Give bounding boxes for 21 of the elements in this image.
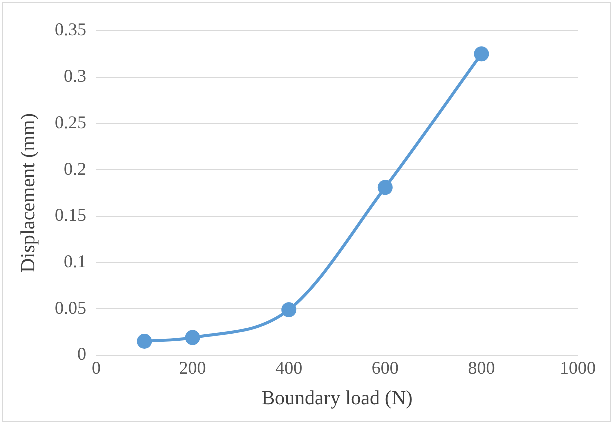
y-tick-label: 0.15 (55, 205, 86, 226)
y-tick-label: 0.3 (64, 66, 86, 86)
x-axis-title: Boundary load (N) (262, 387, 413, 410)
y-tick-label: 0.35 (55, 20, 86, 40)
point (282, 302, 297, 318)
point (185, 330, 200, 346)
x-tick-label: 1000 (560, 358, 596, 378)
point (137, 334, 152, 349)
x-tick-label: 800 (468, 358, 496, 378)
x-tick-label: 600 (372, 358, 399, 378)
y-tick-label: 0.1 (64, 251, 86, 272)
y-axis-title: Displacement (mm) (17, 113, 40, 273)
y-tick-label: 0.25 (55, 112, 86, 132)
x-tick-label: 0 (92, 358, 101, 378)
point (378, 180, 393, 196)
x-tick-label: 400 (276, 358, 303, 378)
point (474, 46, 490, 62)
y-tick-label: 0.05 (55, 298, 86, 318)
x-tick-label: 200 (179, 358, 206, 378)
y-tick-label: 0 (78, 344, 86, 364)
y-tick-label: 0.2 (64, 158, 86, 179)
